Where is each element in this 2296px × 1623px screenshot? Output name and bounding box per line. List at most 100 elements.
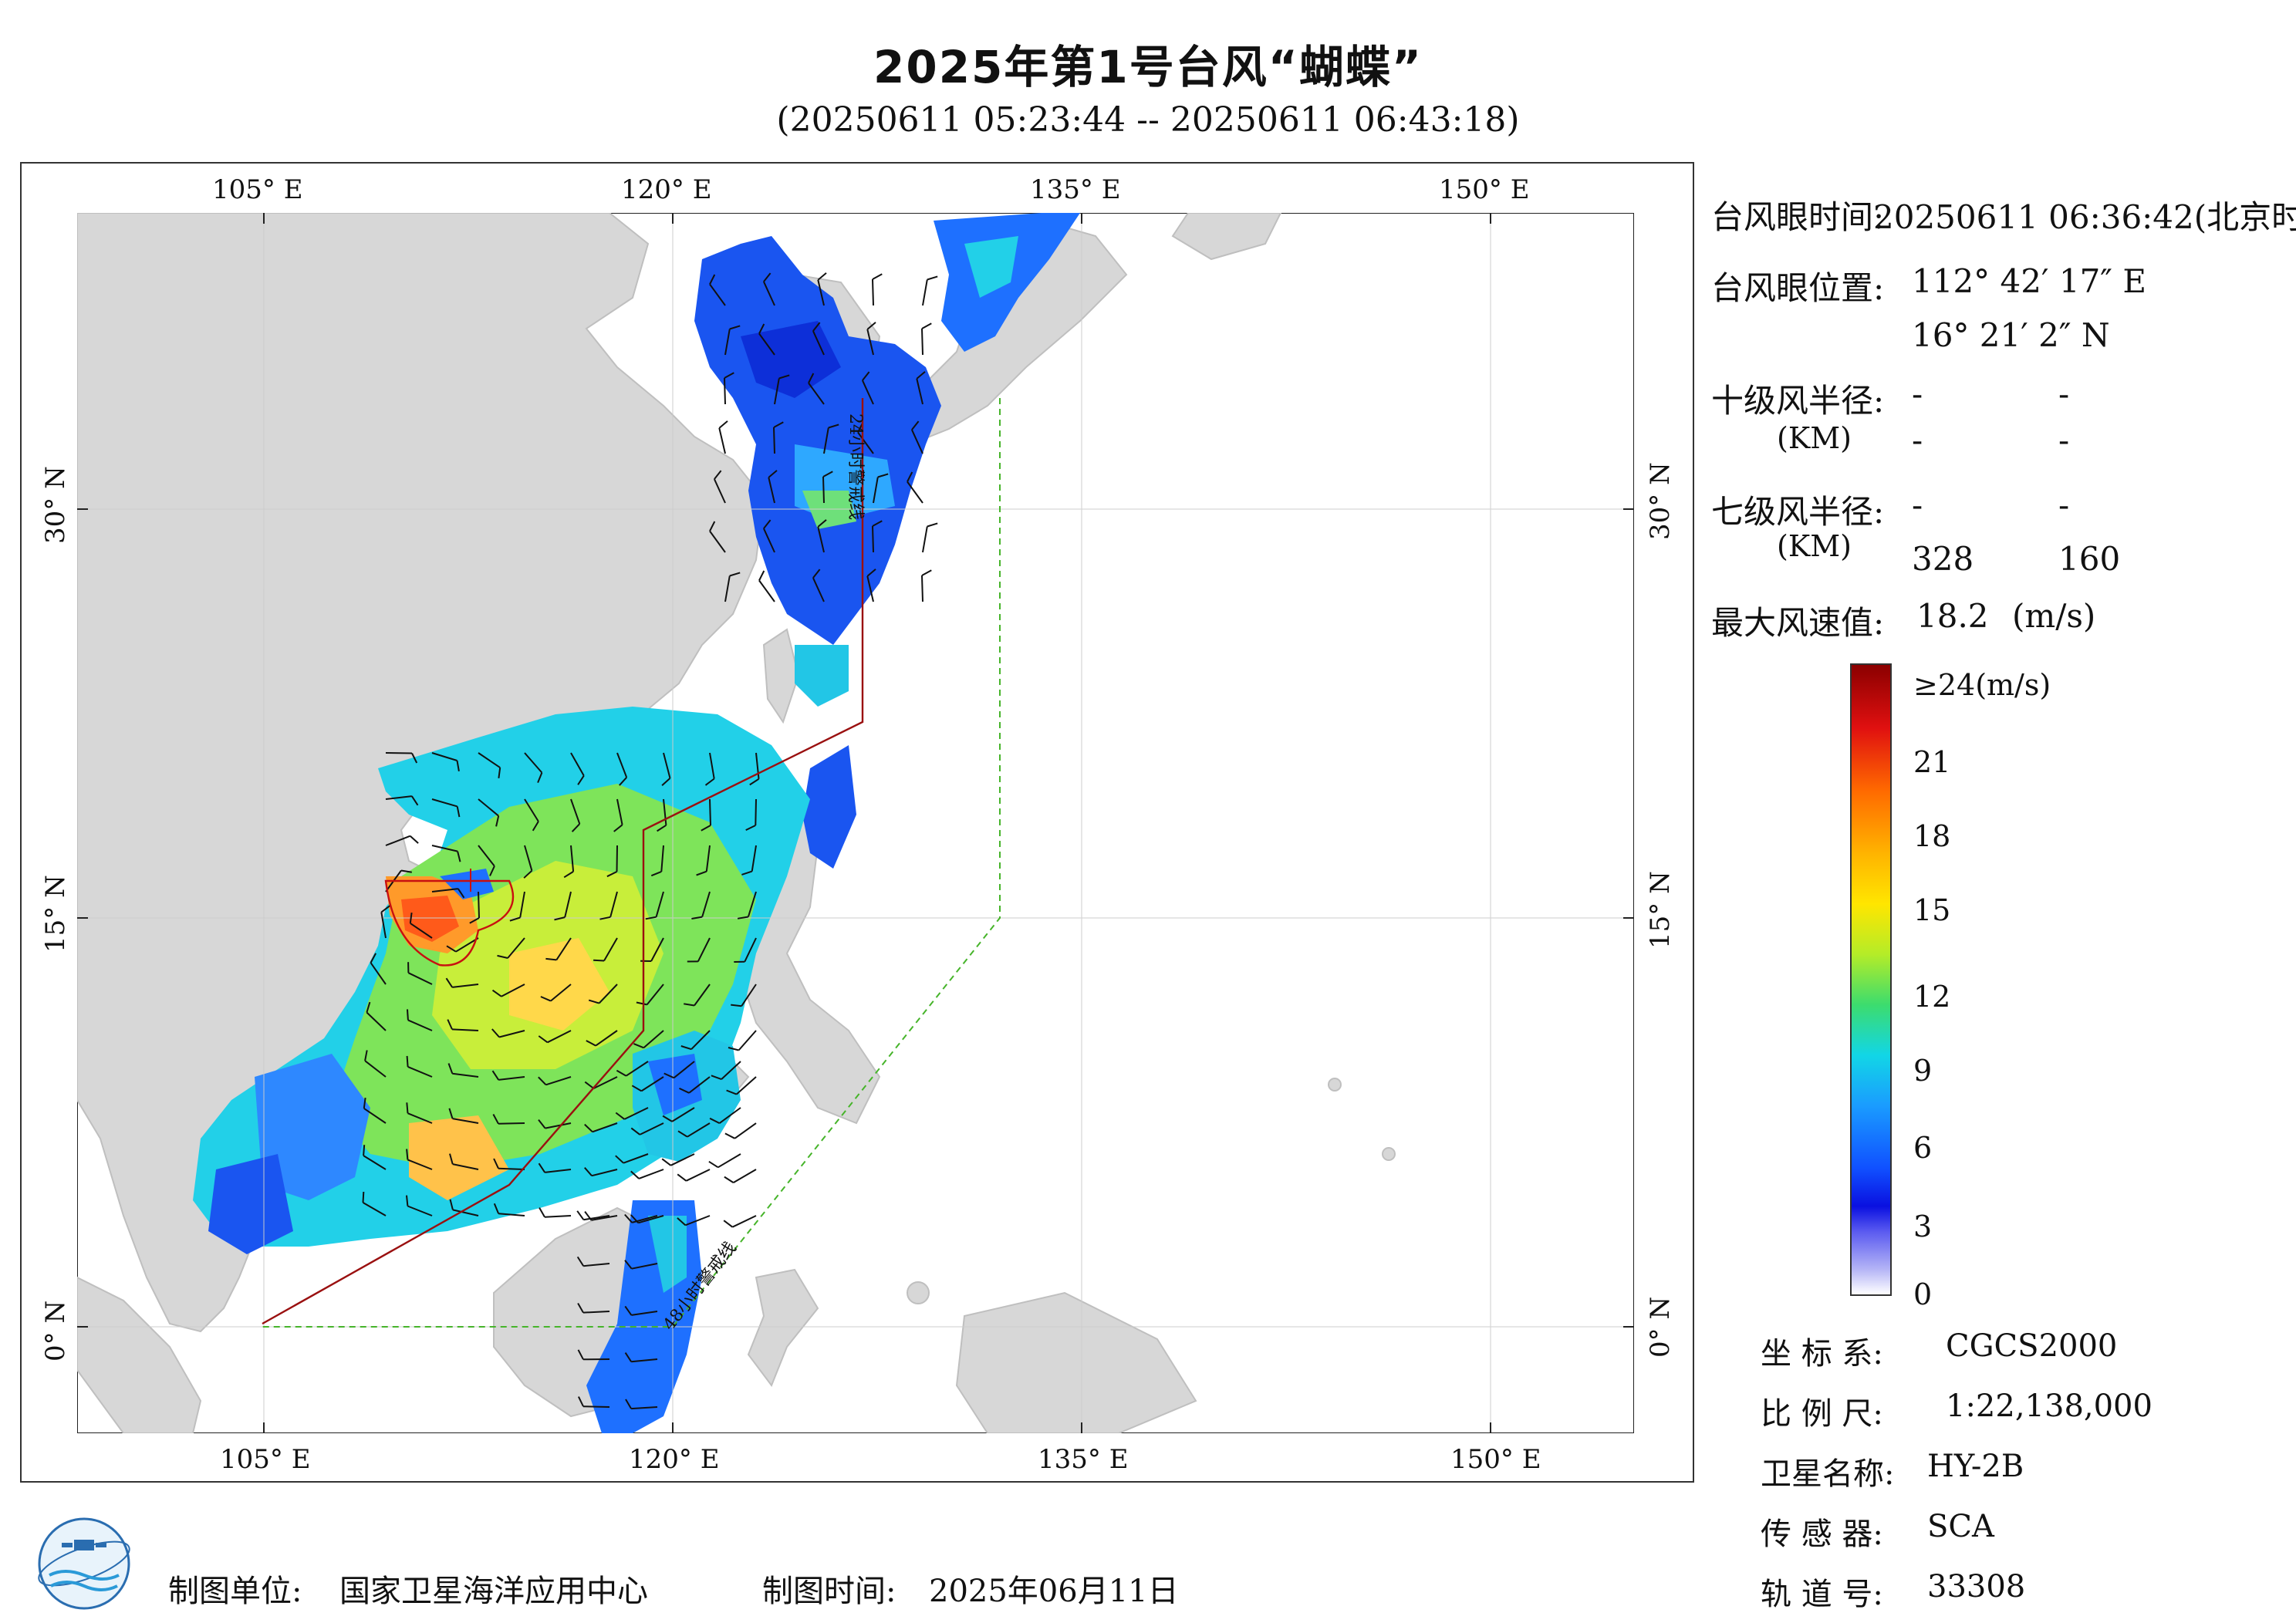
date-value: 2025年06月11日 [929,1574,1179,1609]
wind-barb-feather [410,835,419,844]
warning-line-24h [262,398,864,1325]
wind-barb-feather [491,1028,500,1038]
eye-latitude: 16° 21′ 2″ N [1912,316,2110,354]
wind-barb-staff [407,972,433,985]
map-subtitle: (20250611 05:23:44 -- 20250611 06:43:18) [776,100,1520,140]
wind-barb-staff [701,891,711,917]
wind-barb-feather [866,322,876,330]
wind-barb-feather [588,999,599,1004]
wind-barb-staff [570,798,581,825]
wind-barb-staff [498,1076,525,1081]
wind-barb-feather [576,1210,585,1220]
wind-barb-staff [857,431,874,454]
wind-barb-staff [873,477,879,504]
wind-barb-feather [593,959,605,962]
wind-barb-feather [724,372,734,379]
wind-barb-feather [613,824,623,832]
wind-barb-feather [366,1001,371,1013]
wind-barb-staff [363,1155,387,1170]
wind-barb-staff [385,835,411,846]
wind-barb-feather [768,470,778,478]
wind-barb-feather [701,825,711,832]
wind-barb-staff [631,1311,658,1316]
wind-barb-feather [657,824,667,832]
wind-barb-feather [907,471,913,482]
wind-barb-feather [877,473,889,478]
lat-label-right-15: 15° N [1645,871,1676,949]
wind-barb-staff [478,891,480,919]
wind-barb-staff [631,1215,658,1223]
eye-longitude: 112° 42′ 17″ E [1912,262,2146,300]
wind-barb-staff [452,1209,479,1216]
wind-barb-feather [662,1115,673,1122]
wind-barb-feather [724,1176,734,1183]
wind-barb-staff [431,888,458,892]
wind-barb-staff [822,476,825,504]
wind-barb-feather [927,522,938,528]
max-wind-unit: (m/s) [2012,597,2096,635]
wind-barb-feather [509,916,521,922]
wind-barb-staff [685,1169,711,1182]
wind-barb-feather [491,989,502,997]
wind-barb-staff [774,378,780,405]
wind-barb-feather [445,977,454,988]
wind-barb-staff [431,798,458,808]
wind-barb-feather [726,1089,737,1095]
wind-barb-feather [409,912,413,924]
wind-barb-staff [524,752,543,774]
wind-barb-staff [544,1215,572,1218]
wind-barb-feather [677,1217,686,1227]
colorbar-label-3: 3 [1913,1210,1933,1243]
nsoas-logo [38,1517,130,1610]
lon-label-bottom-150: 150° E [1450,1444,1541,1475]
wind-barb-feather [729,572,741,577]
wind-barb-feather [625,1399,632,1409]
wind-barb-feather [584,1167,593,1176]
wind-barb-staff [655,891,664,917]
wind-barb-staff [709,798,711,826]
warning-line-24h-label: 24小时警戒线 [846,413,865,520]
wind-barb-staff [738,1030,757,1051]
wind-barb-staff [616,798,623,825]
wind-barb-staff [451,1028,479,1031]
r10-row2-b: - [2058,421,2070,459]
wind-barb-feather [709,274,716,285]
wind-barb-staff [407,1019,433,1031]
wind-barb-feather [538,1076,547,1085]
wind-barb-feather [708,1160,719,1169]
r7-label: 七级风半径: [1711,493,1885,531]
wind-barb-feather [554,916,566,921]
wind-barb-staff [713,478,726,504]
wind-barb-staff [670,1153,695,1166]
wind-barb-staff [663,798,667,825]
wind-barb-staff [709,283,726,306]
lon-label-bottom-105: 105° E [220,1444,311,1475]
lon-label-top-120: 120° E [621,174,712,205]
wind-barb-staff [866,575,874,602]
wind-barb-feather [866,569,876,577]
wind-barb-feather [498,767,501,779]
wind-barb-staff [616,752,628,778]
map-title: 2025年第1号台风“蝴蝶” [873,41,1423,93]
wind-barb-feather [828,423,839,429]
wind-barb-staff [598,984,618,1004]
wind-barb-staff [595,1030,618,1047]
wind-barb-staff [808,382,825,405]
lat-label-left-0: 0° N [40,1300,71,1361]
wind-barb-feather [714,470,722,480]
wind-barb-feather [645,916,657,920]
wind-barb-staff [616,845,618,872]
wind-barb-staff [687,1122,711,1138]
wind-barb-feather [624,1213,633,1223]
colorbar-label-15: 15 [1913,893,1951,927]
typhoon-wind-radius [384,879,515,967]
wind-barb-feather [456,806,461,818]
wind-barb-feather [745,825,756,832]
r7-unit: (KM) [1777,529,1852,563]
wind-barb-staff [688,1076,711,1094]
wind-barb-staff [478,845,495,867]
wind-barb-feather [584,1123,593,1133]
wind-barb-staff [370,962,387,985]
lat-label-left-30: 30° N [40,466,71,544]
wind-barb-staff [380,912,387,939]
